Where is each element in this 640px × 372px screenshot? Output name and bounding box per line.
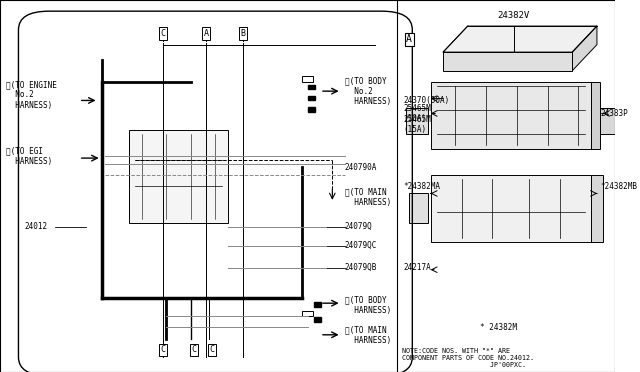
Text: C: C [161, 29, 166, 38]
Text: *24382MB: *24382MB [600, 182, 637, 190]
Text: * 24382M: * 24382M [480, 323, 517, 332]
Text: NOTE:CODE NOS. WITH "*" ARE
COMPONENT PARTS OF CODE NO.24012.: NOTE:CODE NOS. WITH "*" ARE COMPONENT PA… [402, 348, 534, 361]
Polygon shape [443, 52, 572, 71]
Bar [314, 302, 321, 307]
Text: ⓓ(TO BODY
  HARNESS): ⓓ(TO BODY HARNESS) [344, 295, 391, 315]
Text: 24012: 24012 [24, 222, 48, 231]
Bar [301, 311, 312, 316]
Text: 240790A: 240790A [344, 163, 377, 172]
Text: Ⓑ(TO EGI
  HARNESS): Ⓑ(TO EGI HARNESS) [6, 147, 52, 166]
Text: A: A [406, 34, 412, 44]
Bar [308, 96, 315, 100]
Polygon shape [443, 26, 597, 52]
Text: B: B [241, 29, 246, 38]
Text: 25465M
(15A): 25465M (15A) [403, 115, 431, 134]
Bar [308, 107, 315, 112]
Text: C: C [161, 345, 166, 354]
Text: C: C [210, 345, 215, 354]
Bar [301, 76, 312, 82]
Bar [591, 82, 600, 149]
Text: 24382V: 24382V [498, 12, 530, 20]
Text: 25465M
(10A): 25465M (10A) [403, 104, 431, 123]
Text: A: A [204, 29, 209, 38]
Text: ⓔ(TO MAIN
  HARNESS): ⓔ(TO MAIN HARNESS) [344, 187, 391, 207]
Text: 24079QB: 24079QB [344, 263, 377, 272]
Bar [431, 175, 591, 242]
Bar [600, 108, 616, 134]
Text: Ⓐ(TO ENGINE
  No.2
  HARNESS): Ⓐ(TO ENGINE No.2 HARNESS) [6, 80, 57, 110]
Text: *24382MA: *24382MA [403, 182, 440, 190]
Text: JP'00PXC.: JP'00PXC. [402, 362, 526, 368]
Text: Ⓒ(TO MAIN
  HARNESS): Ⓒ(TO MAIN HARNESS) [344, 325, 391, 344]
Text: 24079QC: 24079QC [344, 241, 377, 250]
Text: 24217A: 24217A [403, 263, 431, 272]
Text: C: C [191, 345, 196, 354]
Polygon shape [572, 26, 597, 71]
Bar [129, 130, 228, 223]
Bar [406, 108, 428, 134]
Text: 24383P: 24383P [600, 109, 628, 118]
Bar [308, 85, 315, 89]
Bar [314, 317, 321, 322]
Text: 24079Q: 24079Q [344, 222, 372, 231]
Bar [409, 193, 428, 223]
Bar [431, 82, 591, 149]
Text: ⓕ(TO BODY
  No.2
  HARNESS): ⓕ(TO BODY No.2 HARNESS) [344, 76, 391, 106]
Text: 24370(50A): 24370(50A) [403, 96, 449, 105]
Bar [591, 175, 603, 242]
